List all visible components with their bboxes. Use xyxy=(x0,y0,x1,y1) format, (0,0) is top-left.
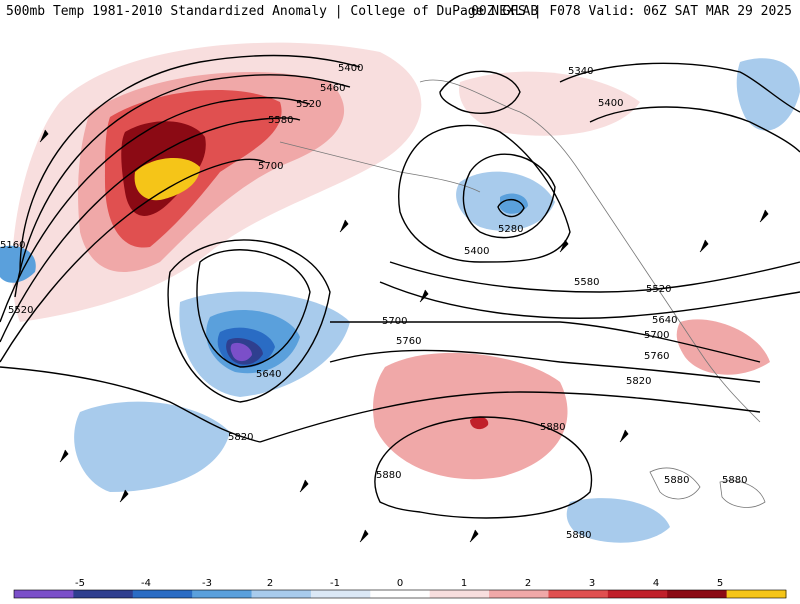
legend-tick: -1 xyxy=(330,578,340,589)
cold-anomaly-extreme xyxy=(230,342,252,362)
coastline xyxy=(649,467,701,500)
cold-anomaly-south xyxy=(566,498,670,543)
legend-outline xyxy=(13,589,787,599)
legend-color-bar xyxy=(13,589,787,599)
coastline xyxy=(719,480,766,508)
legend-swatch xyxy=(548,590,609,598)
legend-tick: 1 xyxy=(461,578,467,589)
legend-tick: 4 xyxy=(653,578,659,589)
wind-barbs xyxy=(39,129,769,543)
legend-tick: 5 xyxy=(717,578,723,589)
cold-anomaly-northeast xyxy=(736,58,800,131)
map-title: 500mb Temp 1981-2010 Standardized Anomal… xyxy=(6,4,539,19)
header-bar: 500mb Temp 1981-2010 Standardized Anomal… xyxy=(0,0,800,22)
map-canvas: 5400 5460 5520 5580 5700 5160 5520 5640 … xyxy=(0,42,800,543)
legend-swatch xyxy=(14,590,74,598)
contour-label: 5640 xyxy=(652,315,677,326)
warm-anomaly-core xyxy=(470,416,489,430)
legend-swatch xyxy=(667,590,728,598)
warm-anomaly-coast xyxy=(676,319,770,375)
cold-anomaly-west xyxy=(74,401,230,492)
contour-label: 5700 xyxy=(258,161,283,172)
contour-label: 5520 xyxy=(8,305,33,316)
contour-labels: 5400 5460 5520 5580 5700 5160 5520 5640 … xyxy=(0,63,747,541)
legend-swatch xyxy=(192,590,253,598)
contour-label: 5880 xyxy=(540,422,565,433)
legend-swatch xyxy=(726,590,787,598)
legend-tick: 2 xyxy=(267,578,273,589)
contour-label: 5160 xyxy=(0,240,25,251)
color-legend: -5 -4 -3 2 -1 0 1 2 3 4 5 xyxy=(0,577,800,600)
contour-label: 5820 xyxy=(228,432,253,443)
contour-label: 5880 xyxy=(722,475,747,486)
contour-label: 5700 xyxy=(644,330,669,341)
contour-label: 5760 xyxy=(396,336,421,347)
height-contours xyxy=(0,54,800,519)
warm-anomaly-extreme xyxy=(134,157,200,201)
contour-label: 5400 xyxy=(598,98,623,109)
legend-swatch xyxy=(132,590,193,598)
legend-swatch xyxy=(429,590,490,598)
anomaly-map: 5400 5460 5520 5580 5700 5160 5520 5640 … xyxy=(0,22,800,577)
legend-swatch xyxy=(251,590,312,598)
legend-tick: -3 xyxy=(202,578,212,589)
legend-swatch xyxy=(607,590,668,598)
contour-label: 5280 xyxy=(498,224,523,235)
legend-swatch xyxy=(73,590,134,598)
contour-label: 5340 xyxy=(568,66,593,77)
contour-label: 5820 xyxy=(626,376,651,387)
legend-swatch xyxy=(310,590,371,598)
legend-swatch xyxy=(489,590,549,598)
legend-tick: 2 xyxy=(525,578,531,589)
contour-label: 5400 xyxy=(464,246,489,257)
legend-canvas: -5 -4 -3 2 -1 0 1 2 3 4 5 xyxy=(13,578,787,599)
contour-label: 5520 xyxy=(296,99,321,110)
cold-anomaly-low-core xyxy=(500,193,528,214)
legend-tick: -5 xyxy=(75,578,85,589)
contour-label: 5460 xyxy=(320,83,345,94)
contour-label: 5640 xyxy=(256,369,281,380)
contour-label: 5400 xyxy=(338,63,363,74)
contour-label: 5880 xyxy=(376,470,401,481)
legend-tick: 0 xyxy=(397,578,403,589)
contour-label: 5880 xyxy=(664,475,689,486)
legend-tick: 3 xyxy=(589,578,595,589)
legend-tick: -4 xyxy=(141,578,151,589)
contour-label: 5700 xyxy=(382,316,407,327)
contour-label: 5520 xyxy=(646,284,671,295)
contour-label: 5760 xyxy=(644,351,669,362)
legend-swatch xyxy=(370,590,431,598)
cold-anomaly-far-west xyxy=(0,245,36,283)
legend-ticks: -5 -4 -3 2 -1 0 1 2 3 4 5 xyxy=(75,578,723,589)
model-run-info: 00Z GFS | F078 Valid: 06Z SAT MAR 29 202… xyxy=(471,4,792,19)
contour-label: 5880 xyxy=(566,530,591,541)
warm-anomaly-southeast xyxy=(373,352,568,480)
coastline xyxy=(279,141,481,193)
contour-label: 5580 xyxy=(268,115,293,126)
contour-label: 5580 xyxy=(574,277,599,288)
